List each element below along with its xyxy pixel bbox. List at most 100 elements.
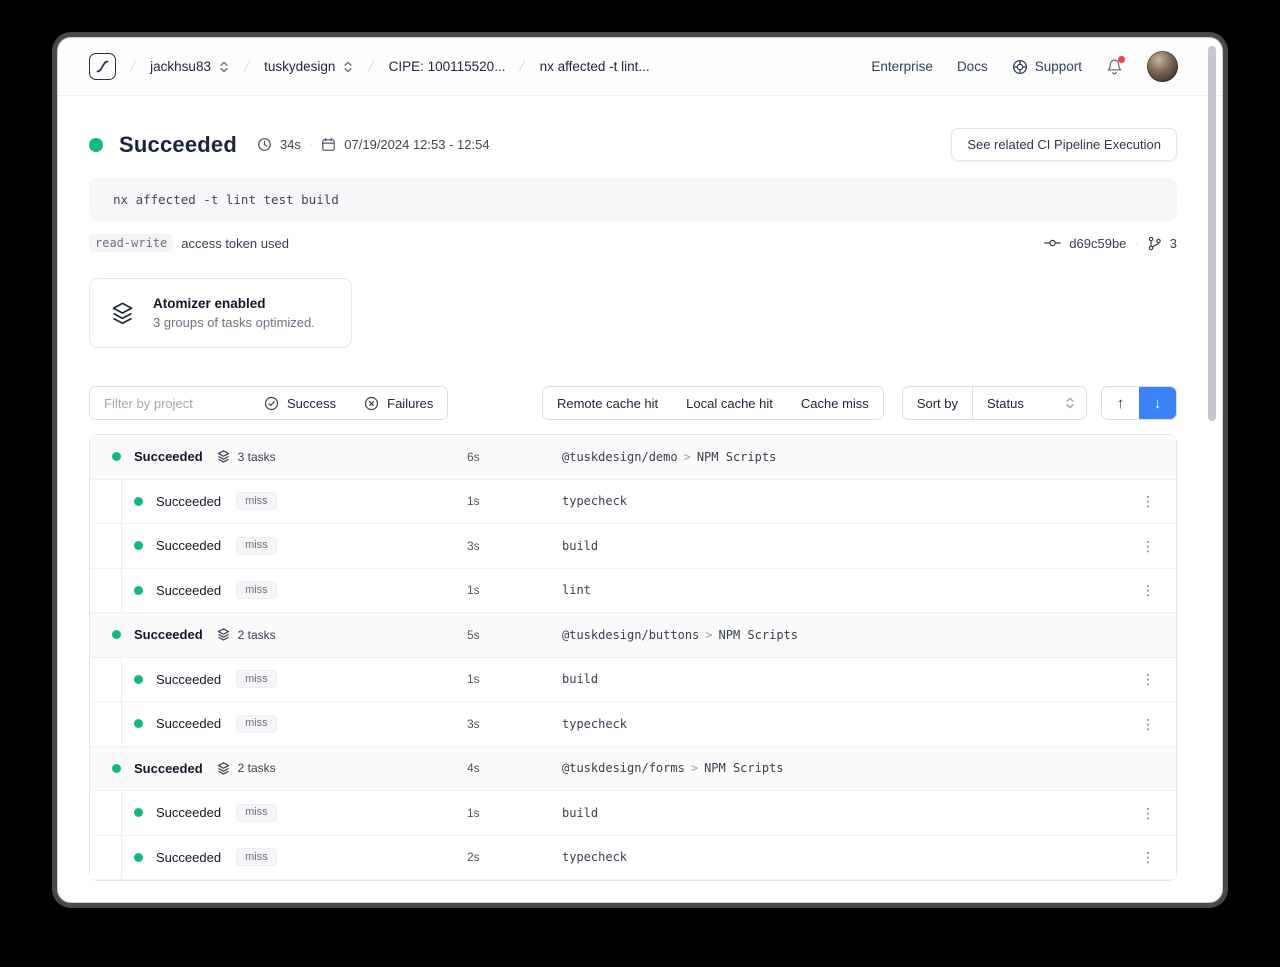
row-menu-button[interactable]: ⋮ xyxy=(1141,582,1155,599)
breadcrumb-command[interactable]: nx affected -t lint... xyxy=(540,59,650,74)
filter-bar: Success Failures Remote cache hit Local … xyxy=(89,386,1177,420)
status-dot xyxy=(112,630,121,640)
breadcrumb-separator: / xyxy=(367,58,376,75)
row-status-label: Succeeded xyxy=(156,671,222,687)
app-window: / jackhsu83 / tuskydesign / CIPE: 100115… xyxy=(57,37,1223,903)
cache-status-badge: miss xyxy=(236,803,277,822)
row-target: typecheck xyxy=(562,850,628,865)
status-meta: 34s · 07/19/2024 12:53 - 12:54 xyxy=(257,137,490,152)
task-list: Succeeded 3 tasks 6s @tuskdesign/demo > NP… xyxy=(89,434,1177,881)
atomizer-texts: Atomizer enabled 3 groups of tasks optim… xyxy=(153,296,315,330)
status-dot xyxy=(134,852,143,862)
row-status-label: Succeeded xyxy=(156,805,222,821)
avatar[interactable] xyxy=(1147,51,1178,82)
row-menu-button[interactable]: ⋮ xyxy=(1141,493,1155,510)
filter-failures-button[interactable]: Failures xyxy=(350,387,448,419)
cache-status-badge: miss xyxy=(236,536,277,555)
cache-status-badge: miss xyxy=(236,848,277,867)
sort-select[interactable]: Status xyxy=(972,387,1086,419)
task-group-row[interactable]: Succeeded 3 tasks 6s @tuskdesign/demo > NP… xyxy=(90,435,1176,480)
status-dot xyxy=(112,452,121,462)
row-menu-button[interactable]: ⋮ xyxy=(1141,849,1155,866)
task-row[interactable]: Succeeded miss 3s build ⋮ xyxy=(90,524,1176,569)
row-menu-button[interactable]: ⋮ xyxy=(1141,715,1155,732)
row-status-label: Succeeded xyxy=(156,493,222,509)
row-status-label: Succeeded xyxy=(134,627,203,643)
branch-count[interactable]: 3 xyxy=(1169,235,1177,251)
cache-filter-group: Remote cache hit Local cache hit Cache m… xyxy=(541,386,884,420)
duration-text: 34s xyxy=(279,137,301,152)
see-related-cipe-button[interactable]: See related CI Pipeline Execution xyxy=(951,128,1177,161)
row-status-label: Succeeded xyxy=(156,849,222,865)
task-row[interactable]: Succeeded miss 1s build ⋮ xyxy=(90,657,1176,702)
task-row[interactable]: Succeeded miss 1s lint ⋮ xyxy=(90,568,1176,613)
breadcrumb-workspace[interactable]: jackhsu83 xyxy=(150,59,230,74)
row-target: build xyxy=(562,805,599,820)
notifications-button[interactable] xyxy=(1106,55,1125,76)
cache-status-badge: miss xyxy=(236,581,277,600)
row-menu-button[interactable]: ⋮ xyxy=(1141,537,1155,554)
breadcrumb-label: tuskydesign xyxy=(264,59,336,74)
tasks-cluster: 2 tasks xyxy=(216,761,276,776)
row-status-label: Succeeded xyxy=(156,538,222,554)
breadcrumb-label: jackhsu83 xyxy=(150,59,211,74)
bell-icon xyxy=(1107,59,1122,74)
filter-remote-cache-button[interactable]: Remote cache hit xyxy=(542,387,673,419)
layers-icon xyxy=(217,628,229,641)
x-circle-icon xyxy=(365,396,379,410)
top-nav: / jackhsu83 / tuskydesign / CIPE: 100115… xyxy=(58,38,1222,96)
notification-dot xyxy=(1118,55,1125,63)
cache-status-badge: miss xyxy=(236,714,277,733)
scrollbar-track[interactable] xyxy=(1206,44,1218,896)
row-project: @tuskdesign/buttons > NPM Scripts xyxy=(562,627,798,642)
token-text: access token used xyxy=(181,235,289,251)
task-row[interactable]: Succeeded miss 1s build ⋮ xyxy=(90,791,1176,836)
chevron-updown-icon xyxy=(220,61,228,72)
breadcrumb-org[interactable]: tuskydesign xyxy=(264,59,354,74)
task-row[interactable]: Succeeded miss 3s typecheck ⋮ xyxy=(90,702,1176,747)
task-row[interactable]: Succeeded miss 2s typecheck ⋮ xyxy=(90,835,1176,880)
tasks-cluster: 3 tasks xyxy=(216,449,276,464)
task-group-row[interactable]: Succeeded 2 tasks 4s @tuskdesign/forms > N… xyxy=(90,746,1176,791)
commit-meta: d69c59be · 3 xyxy=(1044,236,1177,251)
tasks-count-label: 3 tasks xyxy=(237,449,276,464)
atomizer-title: Atomizer enabled xyxy=(153,296,266,311)
row-target: build xyxy=(562,672,599,687)
command-box: nx affected -t lint test build xyxy=(89,178,1177,221)
nav-link-docs[interactable]: Docs xyxy=(956,59,988,74)
row-target: build xyxy=(562,538,599,553)
status-dot xyxy=(134,585,143,595)
sort-select-value: Status xyxy=(987,395,1024,411)
task-row[interactable]: Succeeded miss 1s typecheck ⋮ xyxy=(90,479,1176,524)
nx-cloud-logo[interactable] xyxy=(89,53,116,80)
row-duration: 1s xyxy=(467,672,480,687)
nav-link-support[interactable]: Support xyxy=(1012,59,1082,75)
status-dot xyxy=(89,137,103,152)
atomizer-card: Atomizer enabled 3 groups of tasks optim… xyxy=(89,278,352,348)
nav-link-enterprise[interactable]: Enterprise xyxy=(871,59,933,74)
row-duration: 1s xyxy=(467,805,480,820)
row-menu-button[interactable]: ⋮ xyxy=(1141,804,1155,821)
chevron-updown-icon xyxy=(344,61,353,72)
sort-descending-button[interactable]: ↓ xyxy=(1139,387,1176,419)
date-range-text: 07/19/2024 12:53 - 12:54 xyxy=(344,137,490,152)
layers-icon xyxy=(217,762,229,775)
filter-local-cache-button[interactable]: Local cache hit xyxy=(672,387,787,419)
breadcrumb-cipe[interactable]: CIPE: 100115520... xyxy=(389,59,506,74)
logo-slash-icon xyxy=(96,60,109,73)
meta-separator: · xyxy=(1134,235,1139,251)
project-filter-group: Success Failures xyxy=(89,386,449,420)
nav-link-label: Support xyxy=(1034,59,1082,74)
filter-failures-label: Failures xyxy=(387,395,434,411)
row-menu-button[interactable]: ⋮ xyxy=(1141,671,1155,688)
filter-cache-miss-button[interactable]: Cache miss xyxy=(786,387,883,419)
row-target: typecheck xyxy=(562,716,628,731)
token-row: read-write access token used d69c59be · … xyxy=(89,234,1177,252)
filter-project-input[interactable] xyxy=(90,387,250,419)
status-dot xyxy=(112,763,121,773)
commit-sha[interactable]: d69c59be xyxy=(1069,235,1127,251)
scrollbar-thumb[interactable] xyxy=(1208,46,1216,421)
sort-ascending-button[interactable]: ↑ xyxy=(1102,387,1139,419)
task-group-row[interactable]: Succeeded 2 tasks 5s @tuskdesign/buttons… xyxy=(90,613,1176,658)
filter-success-button[interactable]: Success xyxy=(250,387,351,419)
